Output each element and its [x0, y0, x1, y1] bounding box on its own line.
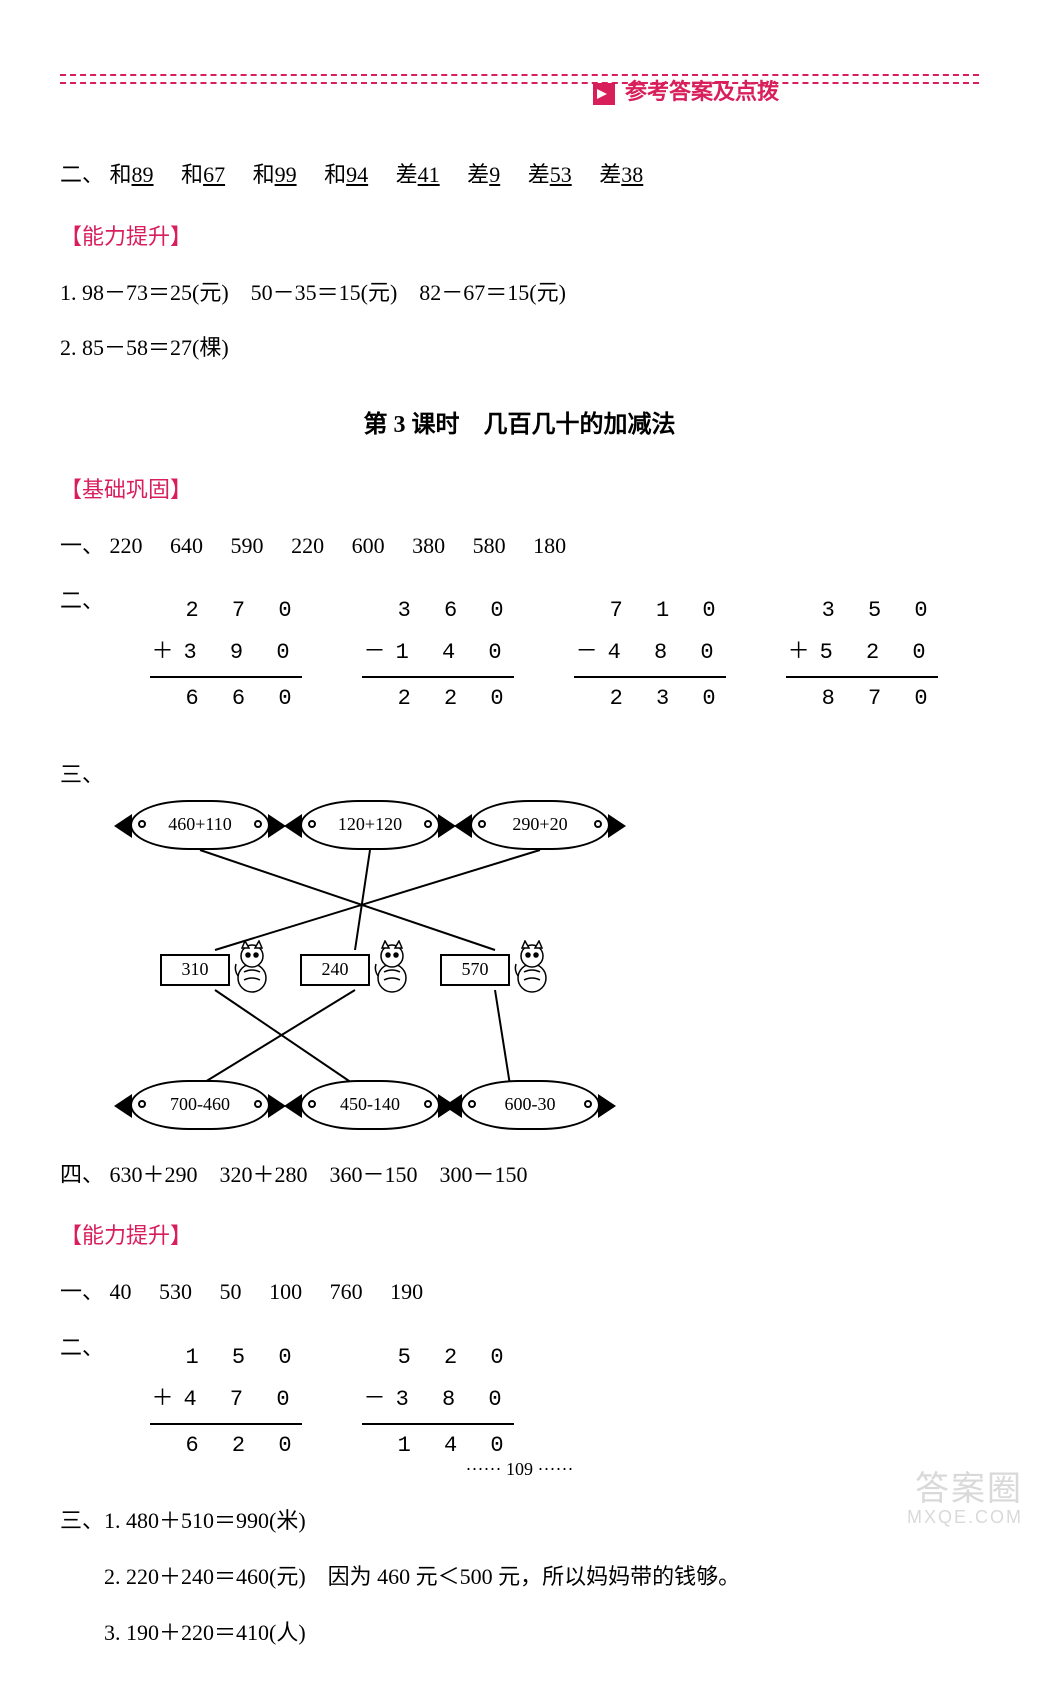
ability2-q3-line: 2. 220＋240＝460(元) 因为 460 元＜500 元，所以妈妈带的钱…	[60, 1556, 979, 1598]
vertical-calc: 5 2 0 －3 8 0 1 4 0	[362, 1337, 514, 1466]
fish-node: 700-460	[130, 1080, 270, 1130]
operand-a: 3 5 0	[786, 590, 938, 632]
operand-b: －4 8 0	[574, 632, 726, 678]
answer-item: 差41	[396, 162, 440, 187]
ability2-q3-line: 3. 190＋220＝410(人)	[60, 1612, 979, 1654]
basic-heading: 【基础巩固】	[60, 469, 979, 511]
watermark: 答案圈 MXQE.COM	[907, 1471, 1023, 1528]
arrow-icon	[593, 83, 615, 105]
result: 6 6 0	[150, 678, 302, 720]
q1-val: 590	[231, 533, 264, 558]
q1-val: 640	[170, 533, 203, 558]
cat-node: 310	[160, 940, 270, 994]
q1-val: 530	[159, 1279, 192, 1304]
ability2-q1: 一、 40 530 50 100 760 190	[60, 1271, 979, 1313]
header-title-text: 参考答案及点拨	[625, 79, 779, 104]
q2-label: 二、	[60, 580, 104, 622]
fish-node: 460+110	[130, 800, 270, 850]
q3-label: 三、	[60, 762, 104, 787]
vertical-calc: 7 1 0 －4 8 0 2 3 0	[574, 590, 726, 719]
basic-q1: 一、 220 640 590 220 600 380 580 180	[60, 525, 979, 567]
matching-diagram: 460+110 120+120 290+20 310 240 570 700-4…	[110, 800, 630, 1140]
result: 8 7 0	[786, 678, 938, 720]
watermark-l1: 答案圈	[907, 1471, 1023, 1508]
q1-val: 100	[269, 1279, 302, 1304]
q1-label: 一、	[60, 533, 104, 558]
fish-node: 120+120	[300, 800, 440, 850]
cat-icon	[230, 940, 274, 994]
watermark-l2: MXQE.COM	[907, 1508, 1023, 1528]
q1-val: 50	[220, 1279, 242, 1304]
answer-item: 和89	[110, 162, 154, 187]
cat-icon	[510, 940, 554, 994]
divider-line	[60, 82, 979, 84]
answer-item: 差53	[528, 162, 572, 187]
divider-line	[60, 74, 979, 76]
answer-item: 差9	[467, 162, 500, 187]
q2-label: 二、	[60, 1327, 104, 1369]
answer-item: 和67	[181, 162, 225, 187]
section-title: 第 3 课时 几百几十的加减法	[60, 403, 979, 449]
header-title: 参考答案及点拨	[593, 74, 779, 106]
cat-node: 240	[300, 940, 410, 994]
top-q2-row: 二、 和89 和67 和99 和94 差41 差9 差53 差38	[60, 154, 979, 196]
q4-text: 630＋290 320＋280 360－150 300－150	[110, 1162, 528, 1187]
ability1-line2: 2. 85－58＝27(棵)	[60, 327, 979, 369]
content-area: 二、 和89 和67 和99 和94 差41 差9 差53 差38 【能力提升】…	[60, 154, 979, 1654]
basic-q2: 二、 2 7 0 ＋3 9 0 6 6 0 3 6 0 －1 4 0 2 2 0…	[60, 580, 979, 739]
footer-dots: ······	[466, 1459, 502, 1479]
q1-val: 580	[473, 533, 506, 558]
basic-q3: 三、 460+110 120+120 290+20 310 240	[60, 754, 979, 1140]
vertical-calc: 3 6 0 －1 4 0 2 2 0	[362, 590, 514, 719]
page-header: 参考答案及点拨	[60, 74, 979, 124]
answer-item: 差38	[599, 162, 643, 187]
vertical-calc: 2 7 0 ＋3 9 0 6 6 0	[150, 590, 302, 719]
q1-val: 600	[352, 533, 385, 558]
q1-val: 760	[330, 1279, 363, 1304]
q1-val: 220	[291, 533, 324, 558]
q1-label: 一、	[60, 1279, 104, 1304]
page-number: 109	[506, 1459, 533, 1479]
operand-a: 5 2 0	[362, 1337, 514, 1379]
operand-b: ＋5 2 0	[786, 632, 938, 678]
operand-b: －3 8 0	[362, 1379, 514, 1425]
answer-item: 和94	[324, 162, 368, 187]
footer-dots: ······	[538, 1459, 574, 1479]
ability-heading: 【能力提升】	[60, 216, 979, 258]
operand-a: 1 5 0	[150, 1337, 302, 1379]
q1-val: 40	[110, 1279, 132, 1304]
vertical-calc: 3 5 0 ＋5 2 0 8 7 0	[786, 590, 938, 719]
operand-b: ＋4 7 0	[150, 1379, 302, 1425]
q4-label: 四、	[60, 1162, 104, 1187]
fish-node: 600-30	[460, 1080, 600, 1130]
q1-val: 380	[412, 533, 445, 558]
operand-a: 3 6 0	[362, 590, 514, 632]
fish-node: 450-140	[300, 1080, 440, 1130]
result: 2 2 0	[362, 678, 514, 720]
operand-b: ＋3 9 0	[150, 632, 302, 678]
ability2-heading: 【能力提升】	[60, 1215, 979, 1257]
page-footer: ······ 109 ······	[0, 1459, 1039, 1480]
operand-b: －1 4 0	[362, 632, 514, 678]
q2-label: 二、	[60, 162, 104, 187]
answer-item: 和99	[253, 162, 297, 187]
fish-node: 290+20	[470, 800, 610, 850]
q1-val: 220	[110, 533, 143, 558]
cat-node: 570	[440, 940, 550, 994]
result: 2 3 0	[574, 678, 726, 720]
q1-val: 190	[390, 1279, 423, 1304]
operand-a: 7 1 0	[574, 590, 726, 632]
vertical-calc: 1 5 0 ＋4 7 0 6 2 0	[150, 1337, 302, 1466]
ability1-line1: 1. 98－73＝25(元) 50－35＝15(元) 82－67＝15(元)	[60, 272, 979, 314]
basic-q4: 四、 630＋290 320＋280 360－150 300－150	[60, 1154, 979, 1196]
operand-a: 2 7 0	[150, 590, 302, 632]
cat-icon	[370, 940, 414, 994]
q1-val: 180	[533, 533, 566, 558]
